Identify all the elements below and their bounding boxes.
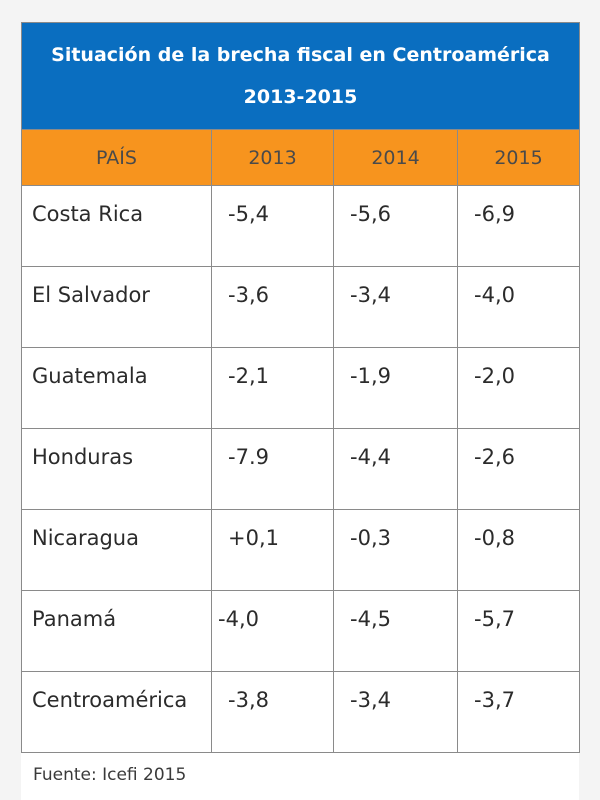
value-2015: -6,9 (474, 202, 515, 226)
country-costa-rica: Costa Rica (32, 202, 144, 226)
value-2015: -2,0 (474, 364, 515, 388)
value-2013: +0,1 (228, 526, 279, 550)
country-cell: Costa Rica (21, 185, 212, 267)
value-cell: -1,9 (333, 347, 458, 429)
header-2015: 2015 (456, 129, 581, 186)
value-2014: -5,6 (350, 202, 391, 226)
table-row: Panamá -4,0 -4,5 -5,7 (21, 590, 581, 672)
country-centroamerica: Centroamérica (32, 688, 188, 712)
table-title: Situación de la brecha fiscal en Centroa… (20, 22, 581, 130)
value-2013: -5,4 (228, 202, 269, 226)
value-2014: -4,4 (350, 445, 391, 469)
value-2015: -3,7 (474, 688, 515, 712)
value-cell: -7.9 (211, 428, 334, 510)
value-cell: -2,0 (456, 347, 581, 429)
value-2014: -1,9 (350, 364, 391, 388)
value-cell: -5,4 (211, 185, 334, 267)
value-cell: -3,4 (333, 266, 458, 348)
value-2015: -4,0 (474, 283, 515, 307)
value-cell: -3,7 (456, 671, 581, 753)
value-2013: -4,0 (218, 607, 259, 631)
value-2014: -3,4 (350, 688, 391, 712)
value-cell: -5,7 (456, 590, 581, 672)
value-cell: -3,8 (211, 671, 334, 753)
table-row: Costa Rica -5,4 -5,6 -6,9 (21, 185, 581, 267)
value-2015: -2,6 (474, 445, 515, 469)
value-cell: -4,5 (333, 590, 458, 672)
country-cell: Nicaragua (21, 509, 212, 591)
title-text: Situación de la brecha fiscal en Centroa… (51, 44, 550, 66)
country-cell: Panamá (21, 590, 212, 672)
value-2015: -0,8 (474, 526, 515, 550)
country-cell: Centroamérica (21, 671, 212, 753)
value-2014: -3,4 (350, 283, 391, 307)
table-row: Nicaragua +0,1 -0,3 -0,8 (21, 509, 581, 591)
value-cell: -4,4 (333, 428, 458, 510)
table-row: El Salvador -3,6 -3,4 -4,0 (21, 266, 581, 348)
source-note: Fuente: Icefi 2015 (33, 765, 187, 785)
header-2013: 2013 (211, 129, 334, 186)
table-row: Honduras -7.9 -4,4 -2,6 (21, 428, 581, 510)
country-nicaragua: Nicaragua (32, 526, 139, 550)
value-2013: -3,6 (228, 283, 269, 307)
value-2013: -7.9 (228, 445, 269, 469)
country-cell: Honduras (21, 428, 212, 510)
country-panama: Panamá (32, 607, 117, 631)
table-row: Guatemala -2,1 -1,9 -2,0 (21, 347, 581, 429)
fiscal-gap-table: Situación de la brecha fiscal en Centroa… (20, 22, 581, 753)
table-row: Centroamérica -3,8 -3,4 -3,7 (21, 671, 581, 753)
header-2014: 2014 (333, 129, 458, 186)
country-guatemala: Guatemala (32, 364, 148, 388)
country-el-salvador: El Salvador (32, 283, 150, 307)
value-2013: -3,8 (228, 688, 269, 712)
value-cell: -4,0 (211, 590, 334, 672)
value-cell: -2,1 (211, 347, 334, 429)
value-2013: -2,1 (228, 364, 269, 388)
value-cell: -5,6 (333, 185, 458, 267)
value-cell: -0,8 (456, 509, 581, 591)
value-cell: -3,6 (211, 266, 334, 348)
value-cell: -0,3 (333, 509, 458, 591)
country-cell: El Salvador (21, 266, 212, 348)
value-cell: -6,9 (456, 185, 581, 267)
value-cell: +0,1 (211, 509, 334, 591)
value-2015: -5,7 (474, 607, 515, 631)
value-cell: -4,0 (456, 266, 581, 348)
subtitle-text: 2013-2015 (243, 86, 358, 108)
country-cell: Guatemala (21, 347, 212, 429)
fiscal-gap-card: Situación de la brecha fiscal en Centroa… (20, 22, 581, 800)
value-2014: -4,5 (350, 607, 391, 631)
value-cell: -3,4 (333, 671, 458, 753)
country-honduras: Honduras (32, 445, 134, 469)
header-country: PAÍS (21, 129, 212, 186)
value-2014: -0,3 (350, 526, 391, 550)
value-cell: -2,6 (456, 428, 581, 510)
